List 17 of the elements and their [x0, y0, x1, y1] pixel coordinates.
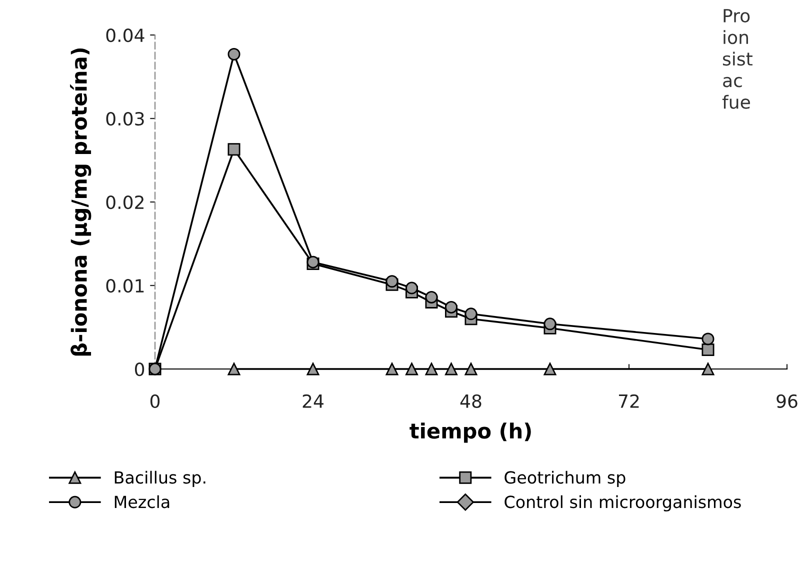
x-tick-label: 24: [302, 394, 324, 408]
y-tick-label: 0.02: [106, 195, 144, 210]
y-tick-label: 0.01: [106, 278, 144, 293]
legend-label: Control sin microorganismos: [504, 495, 741, 512]
x-tick-label: 72: [618, 394, 639, 408]
annotation: Pro ion sist ac fue: [722, 9, 752, 109]
x-tick-label: 96: [776, 394, 798, 408]
y-tick-label: 0: [134, 362, 144, 376]
legend-label: Bacillus sp.: [114, 470, 206, 487]
x-tick-label: 0: [150, 394, 160, 408]
x-axis-title: tiempo (h): [410, 422, 531, 443]
legend-label: Mezcla: [114, 495, 170, 508]
legend-label: Geotrichum sp: [504, 470, 626, 487]
y-tick-label: 0.03: [106, 112, 144, 126]
x-tick-label: 48: [460, 394, 482, 408]
y-tick-label: 0.04: [106, 28, 144, 42]
y-axis-title: β-ionona (µg/mg proteína): [70, 48, 92, 356]
